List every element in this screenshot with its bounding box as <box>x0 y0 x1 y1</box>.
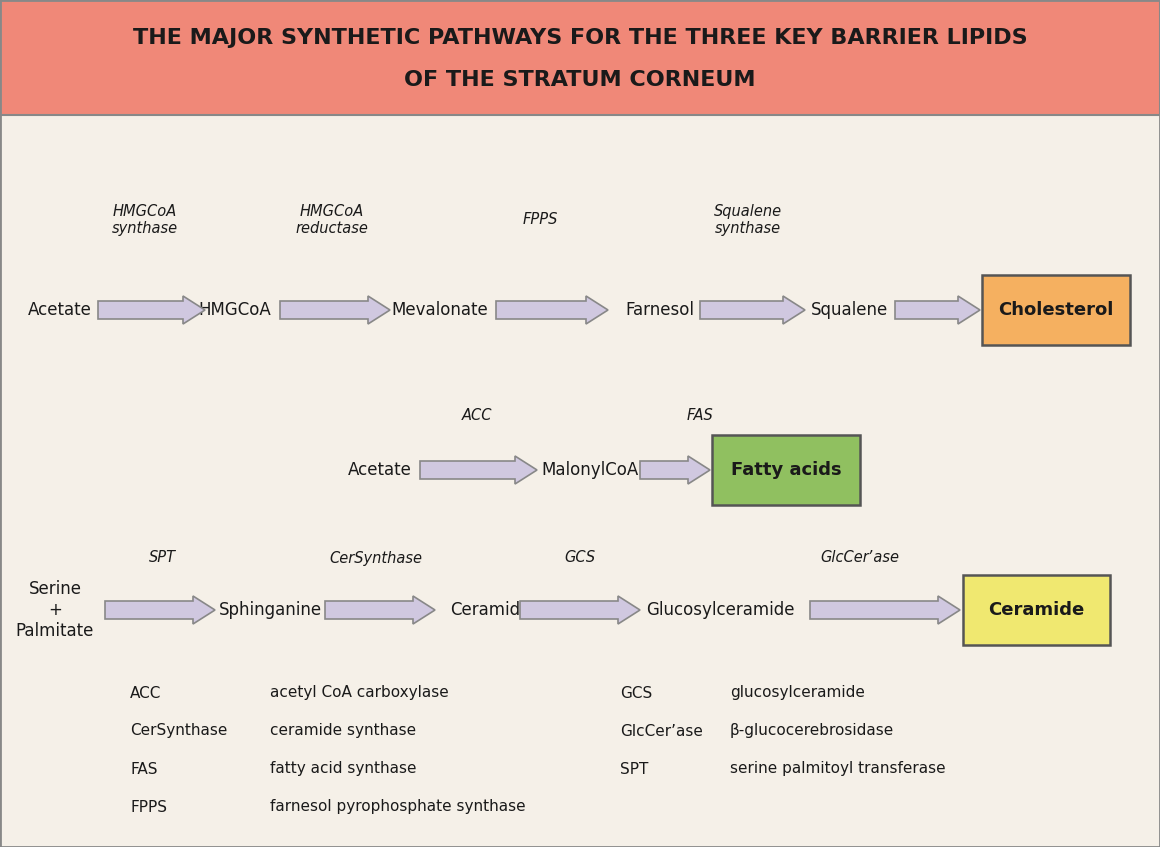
Text: farnesol pyrophosphate synthase: farnesol pyrophosphate synthase <box>270 800 525 815</box>
Text: Ceramide: Ceramide <box>988 601 1085 619</box>
Polygon shape <box>496 296 608 324</box>
Text: GlcCerʼase: GlcCerʼase <box>820 551 899 566</box>
Polygon shape <box>810 596 960 624</box>
Text: SPT: SPT <box>148 551 175 566</box>
Text: SPT: SPT <box>619 761 648 777</box>
Text: FPPS: FPPS <box>130 800 167 815</box>
Text: Serine
+
Palmitate: Serine + Palmitate <box>16 580 94 639</box>
Text: CerSynthase: CerSynthase <box>130 723 227 739</box>
Text: β-glucocerebrosidase: β-glucocerebrosidase <box>730 723 894 739</box>
Polygon shape <box>97 296 205 324</box>
Polygon shape <box>699 296 805 324</box>
Text: Fatty acids: Fatty acids <box>731 461 841 479</box>
Text: OF THE STRATUM CORNEUM: OF THE STRATUM CORNEUM <box>404 70 756 91</box>
Text: Farnesol: Farnesol <box>625 301 695 319</box>
Text: Ceramide: Ceramide <box>450 601 530 619</box>
Polygon shape <box>280 296 390 324</box>
Text: fatty acid synthase: fatty acid synthase <box>270 761 416 777</box>
Text: ceramide synthase: ceramide synthase <box>270 723 416 739</box>
Text: Squalene: Squalene <box>811 301 889 319</box>
Bar <box>712 435 860 505</box>
Polygon shape <box>420 456 537 484</box>
Text: Glucosylceramide: Glucosylceramide <box>646 601 795 619</box>
Text: MalonylCoA: MalonylCoA <box>542 461 639 479</box>
Text: GCS: GCS <box>619 685 652 700</box>
Text: glucosylceramide: glucosylceramide <box>730 685 865 700</box>
Text: GlcCerʼase: GlcCerʼase <box>619 723 703 739</box>
Text: Acetate: Acetate <box>348 461 412 479</box>
Bar <box>0 0 1160 115</box>
Text: FAS: FAS <box>130 761 158 777</box>
Polygon shape <box>896 296 980 324</box>
Text: ACC: ACC <box>462 407 492 423</box>
Text: Sphinganine: Sphinganine <box>218 601 321 619</box>
Text: ACC: ACC <box>130 685 161 700</box>
Text: Acetate: Acetate <box>28 301 92 319</box>
Bar <box>963 575 1110 645</box>
Polygon shape <box>640 456 710 484</box>
Text: CerSynthase: CerSynthase <box>329 551 422 566</box>
Text: Mevalonate: Mevalonate <box>392 301 488 319</box>
Text: Cholesterol: Cholesterol <box>999 301 1114 319</box>
Bar <box>983 275 1130 345</box>
Polygon shape <box>325 596 435 624</box>
Text: HMGCoA: HMGCoA <box>198 301 271 319</box>
Text: acetyl CoA carboxylase: acetyl CoA carboxylase <box>270 685 449 700</box>
Text: HMGCoA
reductase: HMGCoA reductase <box>296 204 369 236</box>
Polygon shape <box>106 596 215 624</box>
Text: THE MAJOR SYNTHETIC PATHWAYS FOR THE THREE KEY BARRIER LIPIDS: THE MAJOR SYNTHETIC PATHWAYS FOR THE THR… <box>132 28 1028 48</box>
Text: FAS: FAS <box>687 407 713 423</box>
Polygon shape <box>520 596 640 624</box>
Text: FPPS: FPPS <box>522 213 558 228</box>
Text: serine palmitoyl transferase: serine palmitoyl transferase <box>730 761 945 777</box>
Text: Squalene
synthase: Squalene synthase <box>713 204 782 236</box>
Text: GCS: GCS <box>565 551 595 566</box>
Text: HMGCoA
synthase: HMGCoA synthase <box>111 204 179 236</box>
